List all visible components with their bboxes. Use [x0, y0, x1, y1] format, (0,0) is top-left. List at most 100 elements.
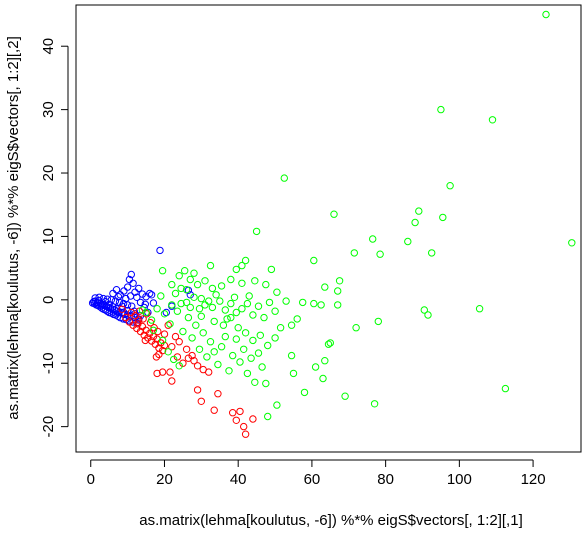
- data-point: [141, 300, 150, 308]
- y-tick-label: -10: [40, 352, 57, 374]
- data-point: [221, 306, 230, 314]
- data-point: [287, 351, 296, 360]
- data-point: [95, 293, 103, 301]
- data-point: [205, 297, 213, 305]
- data-point: [376, 250, 384, 258]
- data-point: [234, 324, 242, 332]
- data-point: [208, 303, 217, 312]
- data-point: [267, 265, 276, 274]
- data-point: [158, 346, 167, 355]
- data-point: [197, 312, 206, 320]
- data-point: [341, 392, 349, 400]
- x-axis: 0 20 40 60 80 100 120: [87, 459, 546, 488]
- data-point: [230, 293, 239, 301]
- data-point: [197, 397, 206, 405]
- data-point: [232, 335, 241, 343]
- data-point: [501, 384, 510, 393]
- data-point: [136, 298, 145, 307]
- data-point: [321, 357, 329, 365]
- data-point: [160, 341, 169, 350]
- data-point: [162, 308, 171, 317]
- data-point: [147, 316, 156, 324]
- data-point: [129, 279, 137, 287]
- data-point: [188, 351, 196, 360]
- data-point: [123, 283, 132, 291]
- data-point: [182, 286, 191, 294]
- y-axis: -20 -10 0 10 20 30 40: [40, 38, 69, 438]
- data-point: [223, 315, 231, 323]
- data-point: [116, 291, 124, 299]
- data-point: [131, 288, 139, 296]
- x-tick-label: 120: [521, 471, 546, 488]
- data-point: [158, 267, 167, 275]
- data-point: [164, 348, 172, 356]
- y-tick-label: 40: [40, 38, 57, 55]
- data-point: [186, 275, 195, 284]
- x-axis-title: as.matrix(lehma[koulutus, -6]) %*% eigS$…: [139, 512, 523, 529]
- data-point: [214, 360, 222, 369]
- data-point: [273, 401, 281, 409]
- data-point: [126, 292, 135, 300]
- data-point: [188, 334, 196, 342]
- data-point: [317, 301, 325, 309]
- data-point: [109, 303, 117, 311]
- data-point: [229, 351, 237, 360]
- data-point: [154, 327, 162, 336]
- data-point: [424, 311, 432, 319]
- data-point: [171, 332, 180, 341]
- data-point: [488, 116, 497, 124]
- data-point: [300, 388, 309, 397]
- x-tick-label: 40: [230, 471, 247, 488]
- data-point: [125, 275, 134, 284]
- data-point: [319, 374, 327, 383]
- data-point: [276, 324, 285, 332]
- data-point: [411, 218, 419, 227]
- data-point: [289, 369, 298, 378]
- data-point: [114, 293, 123, 301]
- data-point: [149, 299, 158, 307]
- data-point: [147, 291, 156, 299]
- data-point: [311, 363, 320, 371]
- data-point: [227, 313, 235, 322]
- data-point: [139, 315, 147, 323]
- data-point: [232, 265, 241, 274]
- data-point: [195, 305, 204, 313]
- data-point: [201, 277, 209, 285]
- data-point: [238, 261, 246, 270]
- plot-frame: [75, 4, 582, 453]
- data-point: [326, 339, 334, 347]
- data-point: [199, 329, 207, 337]
- data-point: [166, 320, 174, 328]
- data-point: [475, 305, 484, 313]
- data-point: [271, 307, 279, 315]
- data-point: [350, 249, 358, 257]
- data-point: [168, 280, 176, 289]
- data-point: [134, 320, 142, 328]
- y-tick-label: -20: [40, 416, 57, 438]
- data-point: [186, 291, 195, 299]
- data-point: [273, 288, 281, 296]
- data-point: [179, 359, 187, 367]
- data-point: [149, 326, 158, 334]
- data-point: [232, 308, 241, 317]
- data-point: [212, 291, 220, 299]
- data-point: [254, 349, 263, 357]
- data-point: [217, 343, 226, 351]
- data-point: [262, 379, 270, 388]
- data-point: [241, 430, 250, 438]
- data-point: [271, 334, 279, 342]
- data-point: [225, 367, 233, 375]
- data-point: [232, 416, 241, 424]
- data-point: [227, 275, 235, 284]
- data-point: [171, 289, 180, 298]
- data-point: [236, 358, 244, 366]
- data-point: [168, 301, 176, 309]
- data-point: [168, 343, 176, 351]
- data-point: [206, 261, 215, 270]
- data-point: [437, 105, 445, 114]
- data-point: [195, 345, 204, 353]
- data-point: [324, 340, 333, 348]
- data-point: [146, 289, 154, 298]
- data-point: [374, 317, 382, 326]
